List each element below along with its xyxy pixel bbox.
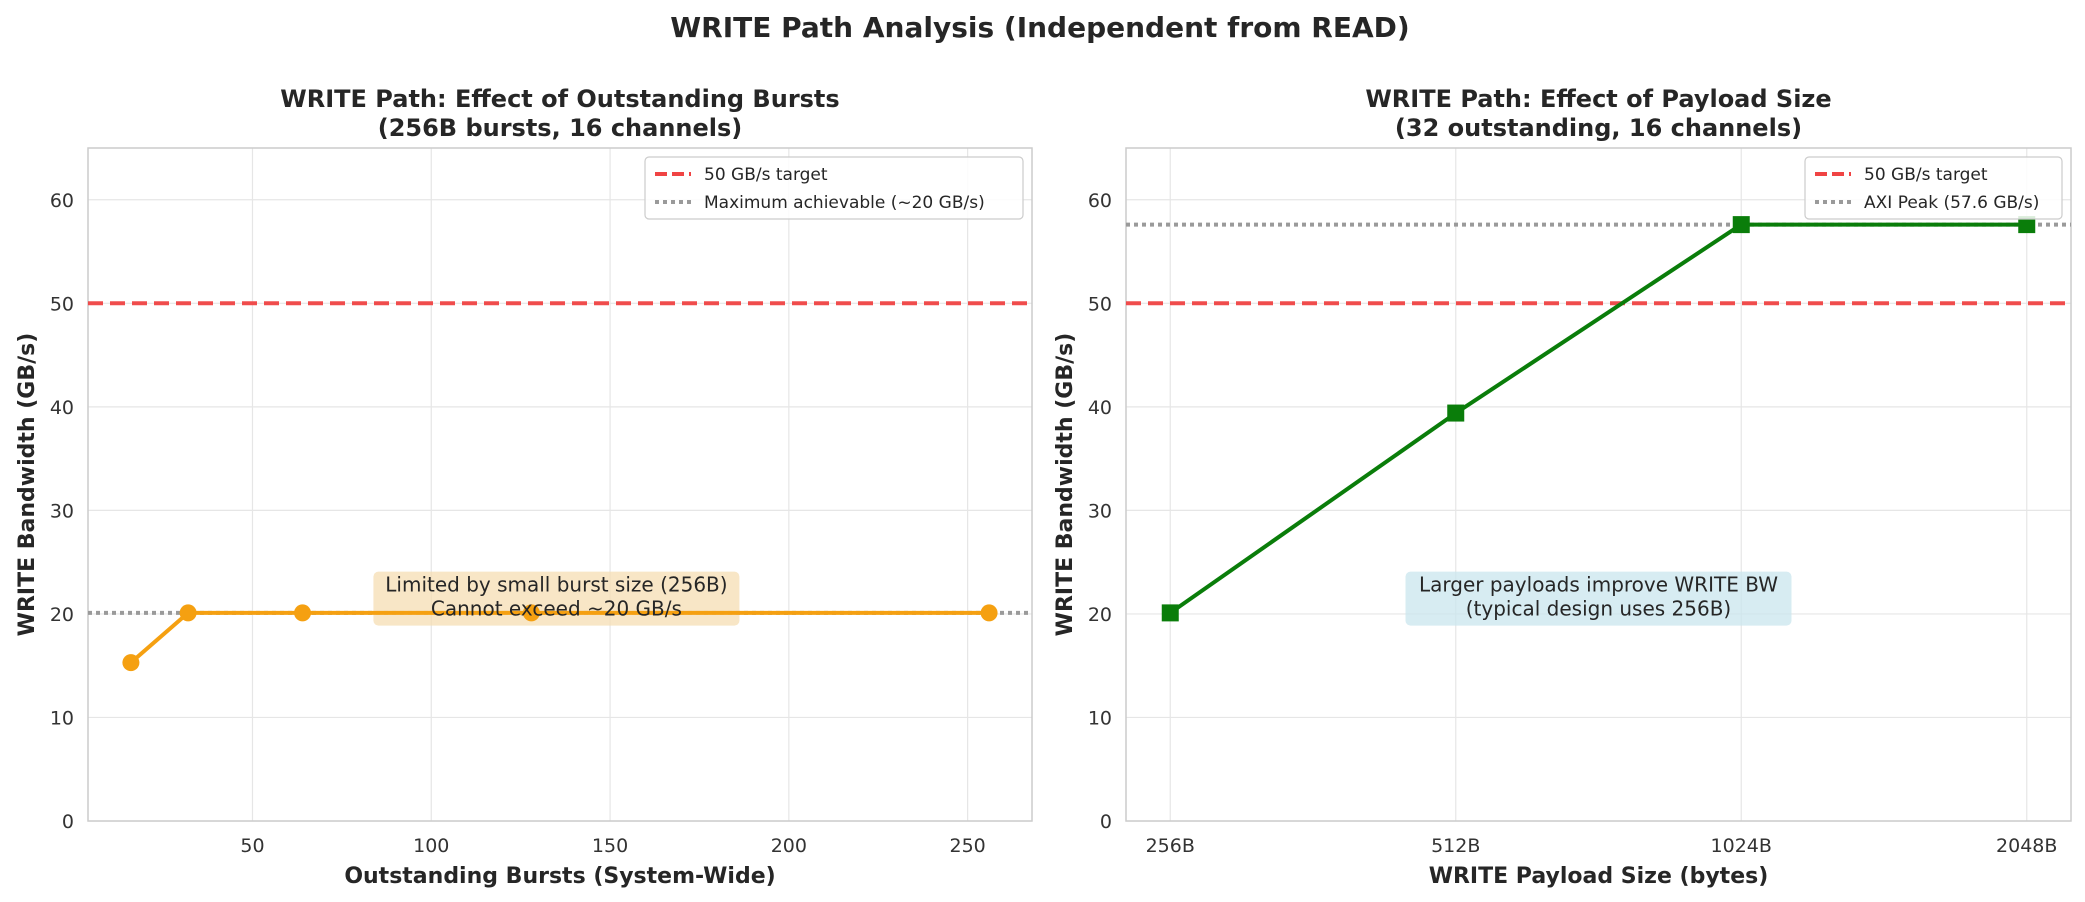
x-tick-label: 1024B — [1711, 835, 1772, 857]
y-tick-label: 40 — [50, 397, 74, 419]
chart-title-line: (32 outstanding, 16 channels) — [1395, 114, 1802, 142]
chart-panel-outstanding-bursts: 0 10 20 30 40 50 60 50 100 150 200 250 WRITE Path: E… — [15, 85, 1033, 889]
chart-title-line: WRITE Path: Effect of Payload Size — [1365, 85, 1831, 113]
y-tick-label: 30 — [50, 500, 74, 522]
plot-area — [1126, 148, 2071, 821]
y-tick-label: 20 — [1088, 604, 1112, 626]
legend-entry-label: 50 GB/s target — [704, 165, 828, 185]
data-point-marker — [1447, 404, 1465, 422]
data-point-marker — [1161, 604, 1179, 622]
data-point-marker — [2018, 216, 2036, 234]
annotation-text-line: (typical design uses 256B) — [1466, 597, 1731, 621]
annotation-text-line: Cannot exceed ~20 GB/s — [431, 597, 682, 621]
data-point-marker — [294, 604, 312, 622]
y-tick-label: 10 — [50, 707, 74, 729]
series-line — [1169, 222, 2027, 615]
x-tick-label: 512B — [1431, 835, 1480, 857]
x-tick-label: 100 — [413, 835, 449, 857]
y-tick-label: 30 — [1088, 500, 1112, 522]
data-point-marker — [980, 604, 998, 622]
x-tick-label: 250 — [950, 835, 986, 857]
y-tick-label: 10 — [1088, 707, 1112, 729]
data-point-marker — [122, 654, 140, 672]
plot-area — [88, 148, 1032, 821]
x-tick-label: 256B — [1146, 835, 1195, 857]
x-tick-label: 2048B — [1996, 835, 2057, 857]
plot-frame — [87, 147, 1033, 822]
y-tick-label: 0 — [1100, 811, 1112, 833]
data-point-marker — [179, 604, 197, 622]
annotation-text-line: Limited by small burst size (256B) — [385, 573, 727, 597]
chart-title-line: (256B bursts, 16 channels) — [378, 114, 743, 142]
y-tick-label: 20 — [50, 604, 74, 626]
legend-entry-label: AXI Peak (57.6 GB/s) — [1864, 193, 2039, 213]
chart-panel-payload-size: 0 10 20 30 40 50 60 256B 512B 1024B 2048B WRITE Pat… — [1053, 85, 2072, 889]
y-axis-label: WRITE Bandwidth (GB/s) — [15, 333, 40, 637]
legend-entry-label: Maximum achievable (~20 GB/s) — [704, 193, 985, 213]
annotation-text-line: Larger payloads improve WRITE BW — [1419, 573, 1778, 597]
y-tick-label: 60 — [1088, 190, 1112, 212]
data-point-marker — [1732, 216, 1750, 234]
y-tick-label: 40 — [1088, 397, 1112, 419]
x-tick-label: 150 — [592, 835, 628, 857]
y-tick-label: 0 — [62, 811, 74, 833]
data-point-marker — [522, 604, 540, 622]
x-axis-label: WRITE Payload Size (bytes) — [1429, 864, 1769, 889]
x-axis-label: Outstanding Bursts (System-Wide) — [344, 864, 775, 889]
legend-entry-label: 50 GB/s target — [1864, 165, 1988, 185]
annotation-box — [1405, 571, 1792, 626]
y-tick-label: 60 — [50, 190, 74, 212]
x-tick-label: 50 — [240, 835, 264, 857]
plot-frame — [1125, 147, 2072, 822]
y-tick-label: 50 — [50, 293, 74, 315]
chart-title-line: WRITE Path: Effect of Outstanding Bursts — [280, 85, 839, 113]
legend — [1804, 156, 2063, 220]
y-axis-label: WRITE Bandwidth (GB/s) — [1053, 333, 1078, 637]
x-tick-label: 200 — [771, 835, 807, 857]
y-tick-label: 50 — [1088, 293, 1112, 315]
legend — [644, 156, 1024, 220]
figure-suptitle: WRITE Path Analysis (Independent from RE… — [670, 11, 1409, 44]
